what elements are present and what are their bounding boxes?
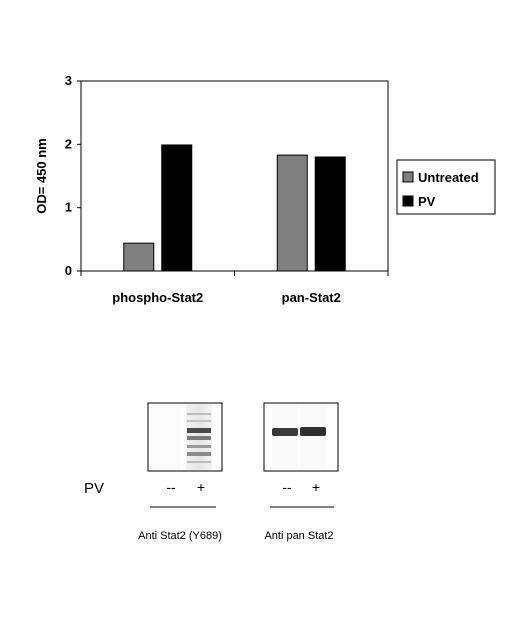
antibody-label-2: Anti pan Stat2 [264, 530, 333, 542]
blot-band [187, 428, 211, 433]
legend-swatch [402, 195, 414, 207]
bars-group [123, 144, 346, 272]
category-labels: phospho-Stat2 pan-Stat2 [112, 290, 341, 305]
y-tick-label: 2 [65, 136, 72, 151]
blot-box-phospho [147, 402, 223, 472]
legend-entry: PV [418, 194, 436, 209]
treatment-label: PV [84, 480, 104, 497]
legend-entry: Untreated [418, 170, 479, 185]
x-axis-ticks [80, 271, 389, 276]
lane-label-3: -- [282, 479, 292, 495]
blot-panel: PV -- + -- + Anti Stat2 (Y689) Anti pan … [84, 402, 339, 542]
lane-label-2: + [197, 479, 205, 495]
bar-chart: 0 1 2 3 phospho-Stat2 pan-Stat2 OD= 450 nm U… [34, 73, 496, 305]
bar-pv-1 [314, 156, 346, 272]
lane-label-1: -- [166, 479, 176, 495]
y-axis-ticks: 0 1 2 3 [65, 73, 81, 278]
legend-swatch [402, 171, 414, 183]
blot-lane-untreated [150, 404, 180, 470]
blot-band [272, 428, 298, 436]
lane-label-4: + [312, 479, 320, 495]
bar-pv-0 [161, 144, 193, 272]
bar-untreated-0 [123, 242, 155, 272]
blot-band [187, 436, 211, 440]
antibody-label-1: Anti Stat2 (Y689) [138, 530, 222, 542]
blot-lane-pv [300, 405, 326, 469]
y-tick-label: 3 [65, 73, 72, 88]
blot-box-pan [263, 402, 339, 472]
category-label: pan-Stat2 [282, 290, 341, 305]
y-tick-label: 0 [65, 263, 72, 278]
blot-band [300, 427, 326, 436]
blot-band [187, 445, 211, 448]
bar-untreated-1 [276, 154, 308, 272]
category-label: phospho-Stat2 [112, 290, 203, 305]
y-tick-label: 1 [65, 200, 72, 215]
legend: Untreated PV [396, 159, 496, 215]
blot-lane-untreated [272, 405, 298, 469]
blot-band [187, 420, 211, 422]
blot-band [187, 413, 211, 415]
blot-band [187, 461, 211, 463]
blot-band [187, 452, 211, 456]
y-axis-label: OD= 450 nm [34, 138, 49, 214]
